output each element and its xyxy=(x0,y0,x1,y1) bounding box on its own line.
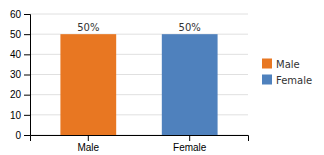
y-tick: 0 xyxy=(15,130,30,141)
bars xyxy=(60,34,217,135)
grid xyxy=(30,14,248,135)
tick-label: 0 xyxy=(15,130,21,141)
legend-swatch xyxy=(262,75,272,85)
data-label: 50% xyxy=(179,22,201,33)
tick-label: Male xyxy=(77,142,99,153)
tick-mark xyxy=(24,75,30,76)
legend-label: Male xyxy=(276,59,300,70)
y-tick: 20 xyxy=(10,89,30,100)
legend-label: Female xyxy=(276,75,312,86)
x-tick: Female xyxy=(173,135,207,153)
chart: 0 10 20 30 40 50 60 Male Female 50% 50% Male Female xyxy=(0,0,324,155)
tick-label: 30 xyxy=(10,69,22,80)
bar xyxy=(162,34,218,135)
bar xyxy=(60,34,116,135)
y-axis: 0 10 20 30 40 50 60 xyxy=(10,9,31,141)
tick-mark xyxy=(189,135,190,141)
axis-domain xyxy=(24,15,31,136)
tick-mark xyxy=(24,34,30,35)
tick-mark xyxy=(24,95,30,96)
tick-label: 60 xyxy=(10,9,22,20)
tick-label: 20 xyxy=(10,89,22,100)
tick-mark xyxy=(24,115,30,116)
y-tick: 40 xyxy=(10,49,30,60)
legend-item: Male xyxy=(262,59,300,70)
y-tick: 60 xyxy=(10,9,30,20)
x-tick: Male xyxy=(77,135,99,153)
tick-mark xyxy=(24,14,30,15)
data-labels: 50% 50% xyxy=(77,22,201,33)
tick-label: Female xyxy=(173,142,207,153)
data-label: 50% xyxy=(77,22,99,33)
y-tick: 50 xyxy=(10,29,30,40)
tick-mark xyxy=(88,135,89,141)
tick-label: 40 xyxy=(10,49,22,60)
tick-mark xyxy=(24,135,30,136)
legend: Male Female xyxy=(262,59,312,86)
tick-label: 50 xyxy=(10,29,22,40)
x-axis: Male Female xyxy=(31,135,249,153)
plot: 0 10 20 30 40 50 60 Male Female 50% 50% xyxy=(10,9,249,153)
y-tick: 30 xyxy=(10,69,30,80)
y-tick: 10 xyxy=(10,110,30,121)
tick-label: 10 xyxy=(10,110,22,121)
legend-swatch xyxy=(262,59,272,69)
grid-line xyxy=(30,14,248,15)
axis-domain xyxy=(31,136,249,142)
tick-mark xyxy=(24,54,30,55)
legend-item: Female xyxy=(262,75,312,86)
